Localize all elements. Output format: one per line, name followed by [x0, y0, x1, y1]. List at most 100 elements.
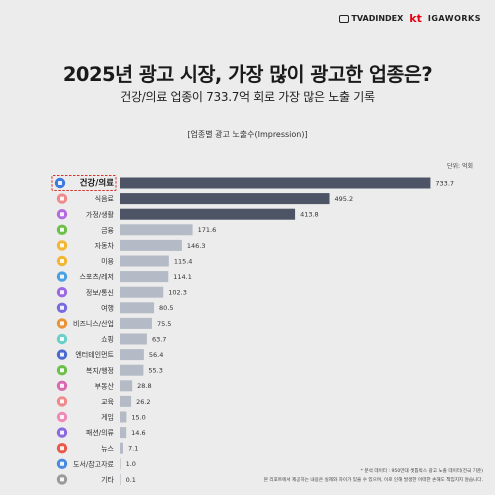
tvadindex-label: TVADINDEX	[351, 14, 404, 23]
value-label: 63.7	[152, 335, 166, 343]
beauty-icon-glyph	[60, 259, 64, 263]
value-label: 495.2	[335, 195, 354, 203]
finance-icon-glyph	[60, 227, 64, 232]
bar-row: 부동산 28.8	[56, 380, 152, 392]
category-label: 게임	[101, 413, 114, 422]
entertainment-icon-glyph	[60, 352, 64, 357]
kt-label: kt	[409, 12, 422, 25]
fashion-icon-glyph	[60, 430, 64, 435]
bar	[120, 317, 152, 329]
footnote-source: * 분석 데이터 : 950만대 셋톱박스 광고 노출 데이터(전국 기준)	[360, 469, 483, 474]
bar	[120, 255, 169, 267]
value-label: 146.3	[187, 242, 206, 250]
category-label: 패션/의류	[86, 428, 115, 437]
footnote-disclaimer: 본 리포트에서 제공하는 내용은 실제와 차이가 있을 수 있으며, 이로 인해…	[263, 478, 483, 483]
category-label: 미용	[101, 257, 114, 266]
category-label: 뉴스	[101, 445, 114, 453]
kt-logo: kt	[409, 12, 422, 25]
bar-row: 건강/의료 733.7	[51, 175, 454, 191]
bar-row: 뉴스 7.1	[56, 442, 138, 454]
bar-row: 미용 115.4	[56, 255, 193, 267]
value-label: 55.3	[148, 367, 162, 375]
category-label: 기타	[101, 475, 114, 484]
category-label: 여행	[101, 303, 114, 312]
category-label: 부동산	[95, 381, 115, 390]
value-label: 102.3	[168, 289, 187, 297]
travel-icon-glyph	[60, 305, 64, 310]
category-label: 교육	[101, 398, 114, 406]
bar-row: 여행 80.5	[56, 302, 174, 314]
bar	[120, 193, 330, 205]
igaworks-logo: IGAWORKS	[427, 14, 481, 23]
category-label: 건강/의료	[80, 178, 115, 189]
category-label: 스포츠/레저	[79, 272, 114, 281]
brand-logos: TVADINDEX kt IGAWORKS	[339, 12, 481, 25]
bar-row: 복지/행정 55.3	[56, 364, 163, 376]
value-label: 733.7	[435, 179, 454, 187]
bar	[120, 427, 127, 439]
bar-row: 게임 15.0	[56, 411, 146, 423]
category-label: 가정/생활	[86, 210, 115, 219]
value-label: 171.6	[198, 226, 217, 234]
value-label: 114.1	[173, 273, 192, 281]
business-icon-glyph	[60, 321, 64, 326]
category-label: 식음료	[95, 194, 115, 203]
value-label: 75.5	[157, 320, 171, 328]
bar-row: 도서/참고자료 1.0	[56, 458, 136, 470]
bar	[120, 380, 133, 392]
education-icon-glyph	[60, 399, 64, 404]
bar	[120, 349, 144, 361]
value-label: 413.8	[300, 211, 319, 219]
category-label: 자동차	[95, 241, 115, 250]
value-label: 56.4	[149, 351, 163, 359]
category-label: 금융	[101, 226, 114, 234]
food-icon-glyph	[60, 196, 64, 201]
telecom-icon-glyph	[60, 290, 64, 295]
value-label: 0.1	[126, 476, 136, 484]
welfare-icon-glyph	[60, 368, 64, 373]
bar	[120, 239, 182, 251]
category-label: 정보/통신	[86, 288, 114, 297]
page-subtitle: 건강/의료 업종이 733.7억 회로 가장 많은 노출 기록	[120, 90, 375, 104]
bar	[120, 458, 121, 470]
tv-icon	[339, 14, 350, 23]
bar-row: 기타 0.1	[56, 473, 136, 485]
bar-row: 가정/생활 413.8	[56, 208, 319, 220]
bar-row: 스포츠/레저 114.1	[56, 271, 192, 283]
bar	[120, 286, 164, 298]
bar-row: 교육 26.2	[56, 395, 151, 407]
bar-row: 정보/통신 102.3	[56, 286, 187, 298]
bar	[120, 395, 132, 407]
bar	[120, 224, 193, 236]
category-label: 쇼핑	[101, 335, 114, 344]
car-icon-glyph	[60, 243, 64, 248]
shopping-icon-glyph	[60, 337, 64, 341]
sports-icon-glyph	[60, 274, 64, 279]
page-title: 2025년 광고 시장, 가장 많이 광고한 업종은?	[62, 63, 433, 86]
bar	[120, 302, 155, 314]
bar	[120, 271, 169, 283]
bar	[120, 208, 296, 220]
unit-label: 단위: 억회	[446, 163, 473, 170]
value-label: 115.4	[174, 257, 193, 265]
category-label: 비즈니스/산업	[73, 319, 114, 328]
bar	[120, 333, 147, 345]
books-icon-glyph	[60, 461, 64, 466]
value-label: 80.5	[159, 304, 173, 312]
bar-row: 자동차 146.3	[56, 239, 206, 251]
news-icon-glyph	[60, 446, 64, 451]
health-icon-glyph	[58, 181, 62, 185]
highlight-box	[51, 175, 117, 191]
category-label: 도서/참고자료	[73, 459, 115, 468]
category-label: 복지/행정	[86, 366, 114, 375]
bar	[120, 442, 124, 454]
bar	[120, 411, 127, 423]
value-label: 26.2	[136, 398, 150, 406]
value-label: 15.0	[131, 413, 145, 421]
bar-row: 패션/의류 14.6	[56, 427, 146, 439]
bar-row: 쇼핑 63.7	[56, 333, 166, 345]
category-label: 엔터테인먼트	[75, 350, 114, 359]
value-label: 14.6	[131, 429, 145, 437]
bar	[120, 364, 144, 376]
